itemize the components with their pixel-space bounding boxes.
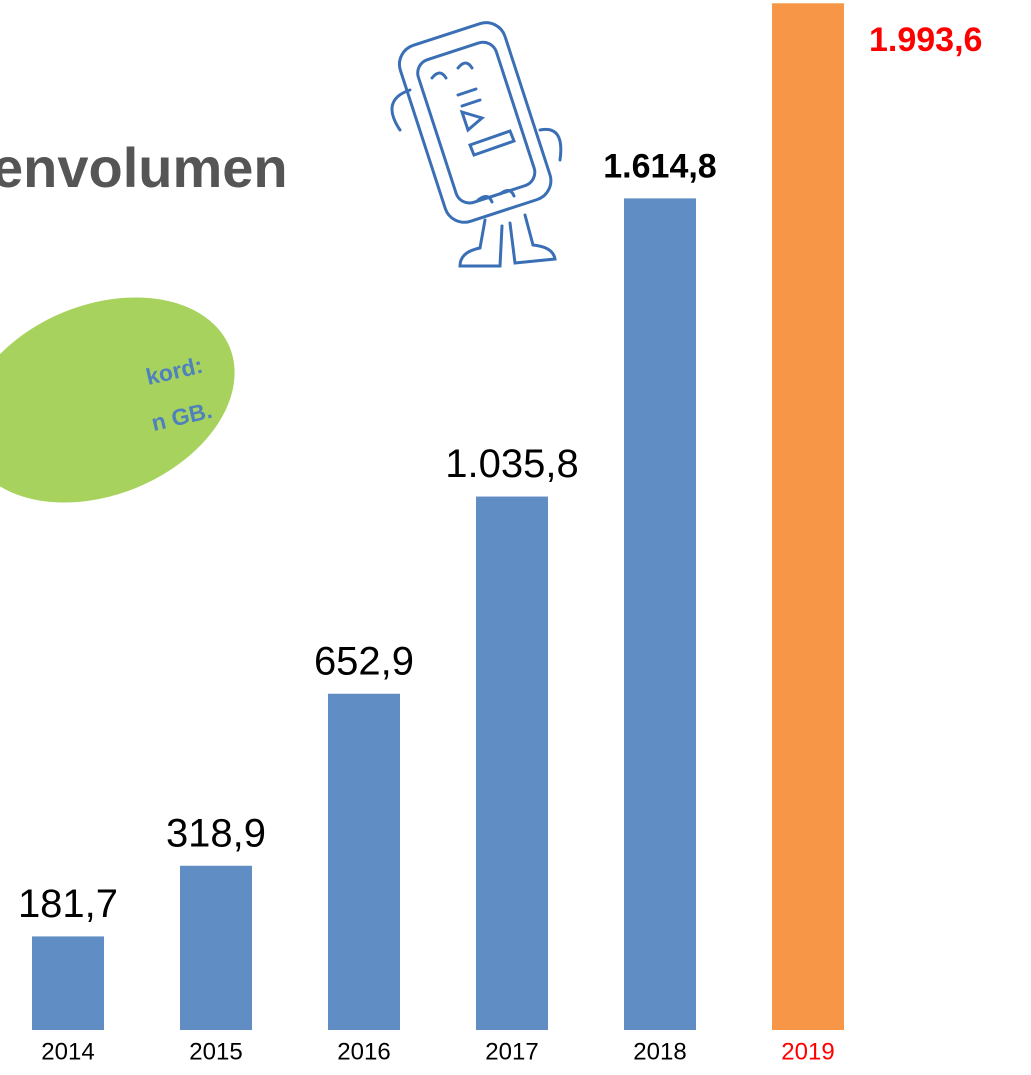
bar xyxy=(624,198,696,1031)
value-label: 1.614,8 xyxy=(603,147,716,185)
bar xyxy=(180,865,252,1030)
bar xyxy=(32,936,104,1030)
chart-title: envolumen xyxy=(0,136,288,199)
bar xyxy=(476,496,548,1030)
x-tick-label: 2018 xyxy=(633,1038,686,1065)
bar xyxy=(772,3,844,1030)
callout-bubble xyxy=(0,297,235,503)
mascot xyxy=(390,21,563,268)
x-tick-label: 2016 xyxy=(337,1038,390,1065)
bar xyxy=(328,693,400,1030)
value-label: 1.035,8 xyxy=(445,442,578,486)
value-label: 318,9 xyxy=(166,811,266,855)
value-label: 652,9 xyxy=(314,639,414,683)
x-tick-label: 2019 xyxy=(781,1038,834,1065)
x-tick-label: 2015 xyxy=(189,1038,242,1065)
x-tick-label: 2014 xyxy=(41,1038,94,1065)
x-tick-label: 2017 xyxy=(485,1038,538,1065)
value-label: 1.993,6 xyxy=(869,21,982,59)
value-label: 181,7 xyxy=(18,882,118,926)
